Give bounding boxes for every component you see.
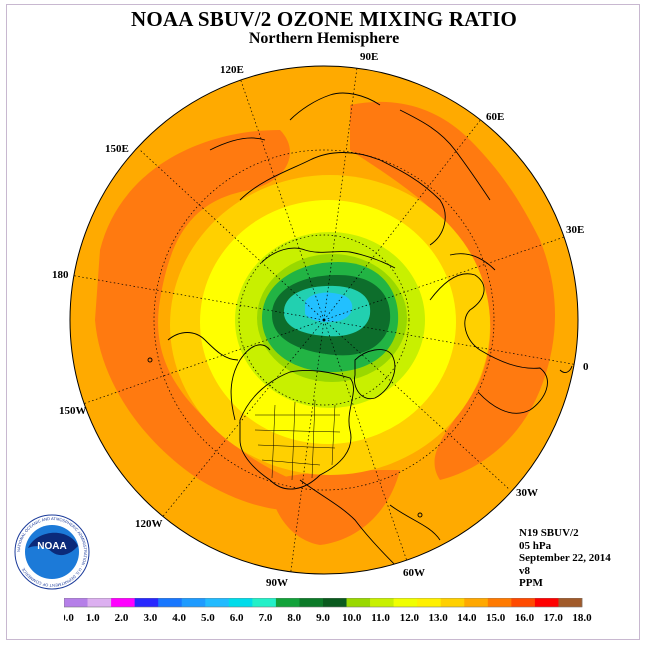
noaa-logo: NOAA NATIONAL OCEANIC AND ATMOSPHERIC AD… <box>14 514 90 590</box>
colorbar-swatch <box>228 598 253 607</box>
page-title: NOAA SBUV/2 OZONE MIXING RATIO <box>131 7 517 31</box>
graticule <box>70 66 578 574</box>
colorbar-swatch <box>111 598 135 607</box>
colorbar-tick-label: 5.0 <box>201 612 215 624</box>
colorbar-swatch <box>487 598 512 607</box>
colorbar-tick-label: 2.0 <box>115 612 129 624</box>
colorbar-swatch <box>464 598 489 607</box>
lon-label-120w: 120W <box>135 518 163 530</box>
colorbar-swatch <box>252 598 277 607</box>
colorbar-swatch <box>393 598 418 607</box>
longitude-labels: 90E 60E 30E 0 30W 60W 90W 120W 150W 180 … <box>52 51 589 589</box>
lon-label-60w: 60W <box>403 567 425 579</box>
colorbar-tick-label: 12.0 <box>400 612 420 624</box>
colorbar-swatch <box>346 598 371 607</box>
colorbar-swatches <box>64 598 583 608</box>
colorbar-tick-label: 10.0 <box>342 612 362 624</box>
colorbar-swatch <box>87 598 112 607</box>
version-label: v8 <box>519 564 530 577</box>
colorbar-swatch <box>181 598 206 607</box>
band-dark-orange-east <box>350 101 555 480</box>
hemisphere-outline <box>69 65 579 575</box>
colorbar-swatch <box>558 598 583 607</box>
lon-label-0: 0 <box>583 361 589 373</box>
colorbar-swatch <box>370 598 394 607</box>
logo-gull <box>28 532 78 556</box>
ozone-field <box>70 66 578 574</box>
colorbar-swatch <box>323 598 347 607</box>
colorbar-tick-label: 3.0 <box>143 612 157 624</box>
colorbar: 0.0 1.0 2.0 3.0 4.0 5.0 6.0 7.0 8.0 9.0 10.0 11.0 12… <box>64 598 592 624</box>
colorbar-swatch <box>134 598 159 607</box>
metadata-block: N19 SBUV/2 05 hPa September 22, 2014 v8 … <box>519 527 611 590</box>
date-label: September 22, 2014 <box>519 552 611 564</box>
colorbar-tick-label: 8.0 <box>287 612 301 624</box>
colorbar-tick-label: 17.0 <box>544 612 564 624</box>
lon-label-90w: 90W <box>266 577 288 589</box>
colorbar-swatch <box>417 598 442 607</box>
colorbar-tick-label: 4.0 <box>172 612 186 624</box>
colorbar-tick-label: 15.0 <box>486 612 506 624</box>
colorbar-swatch <box>64 598 88 607</box>
coastlines <box>147 92 573 574</box>
lon-label-30w: 30W <box>516 487 538 499</box>
colorbar-tick-label: 1.0 <box>86 612 100 624</box>
lon-label-30e: 30E <box>566 224 584 236</box>
colorbar-tick-label: 9.0 <box>316 612 330 624</box>
lon-label-120e: 120E <box>220 64 244 76</box>
colorbar-tick-label: 13.0 <box>428 612 448 624</box>
instrument-label: N19 SBUV/2 <box>519 527 579 539</box>
units-label: PPM <box>519 577 543 589</box>
colorbar-swatch <box>275 598 300 607</box>
colorbar-swatch <box>534 598 559 607</box>
lon-label-90e: 90E <box>360 51 378 63</box>
colorbar-tick-label: 7.0 <box>259 612 273 624</box>
colorbar-ticks: 0.0 1.0 2.0 3.0 4.0 5.0 6.0 7.0 8.0 9.0 10.0 11.0 12… <box>64 612 592 624</box>
colorbar-swatch <box>511 598 536 607</box>
colorbar-outline <box>64 598 583 608</box>
figure-frame <box>6 4 640 640</box>
colorbar-swatch <box>299 598 324 607</box>
colorbar-tick-label: 11.0 <box>371 612 390 624</box>
band-dark-orange-west <box>95 130 330 511</box>
colorbar-swatch <box>205 598 230 607</box>
page-subtitle: Northern Hemisphere <box>248 30 400 47</box>
lon-label-180: 180 <box>52 269 69 281</box>
colorbar-tick-label: 6.0 <box>230 612 244 624</box>
logo-text: NOAA <box>37 541 66 552</box>
colorbar-tick-label: 16.0 <box>515 612 535 624</box>
colorbar-tick-label: 0.0 <box>64 612 74 624</box>
level-label: 05 hPa <box>519 539 552 552</box>
colorbar-swatch <box>158 598 183 607</box>
colorbar-swatch <box>440 598 465 607</box>
lon-label-60e: 60E <box>486 111 504 123</box>
lon-label-150e: 150E <box>105 143 129 155</box>
colorbar-tick-label: 14.0 <box>457 612 477 624</box>
lon-label-150w: 150W <box>59 405 87 417</box>
colorbar-tick-label: 18.0 <box>572 612 592 624</box>
